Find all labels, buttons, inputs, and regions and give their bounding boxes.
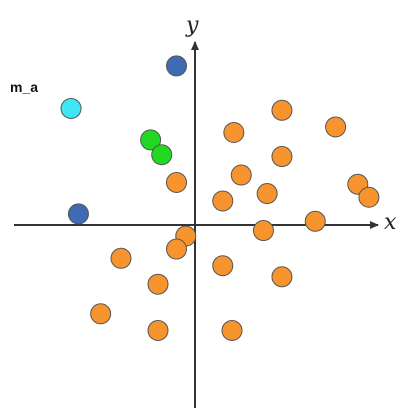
orange-point-15 (110, 247, 132, 269)
orange-point-10 (358, 186, 380, 208)
orange-point-18 (147, 273, 169, 295)
orange-point-7 (256, 183, 278, 205)
orange-point-8 (212, 190, 234, 212)
green-point-1 (140, 129, 162, 151)
orange-point-4 (271, 146, 293, 168)
orange-point-21 (221, 319, 243, 341)
orange-point-14 (166, 238, 187, 260)
orange-point-12 (252, 220, 274, 242)
orange-point-20 (147, 319, 169, 341)
orange-point-11 (304, 210, 326, 232)
y-axis-label: y (185, 13, 199, 38)
cyan-point-1 (60, 97, 82, 119)
blue-point-2 (67, 203, 89, 225)
data-points (60, 55, 380, 341)
orange-point-5 (166, 171, 187, 193)
green-point-2 (151, 144, 173, 166)
orange-point-19 (90, 303, 112, 325)
blue-point-1 (166, 55, 187, 77)
orange-point-6 (230, 164, 252, 186)
orange-point-1 (271, 99, 293, 121)
x-axis-label: x (384, 210, 397, 235)
orange-point-2 (325, 116, 347, 138)
point-label-m-a: m_a (10, 79, 38, 95)
orange-point-3 (223, 122, 245, 143)
orange-point-17 (271, 266, 293, 288)
orange-point-16 (212, 255, 234, 277)
